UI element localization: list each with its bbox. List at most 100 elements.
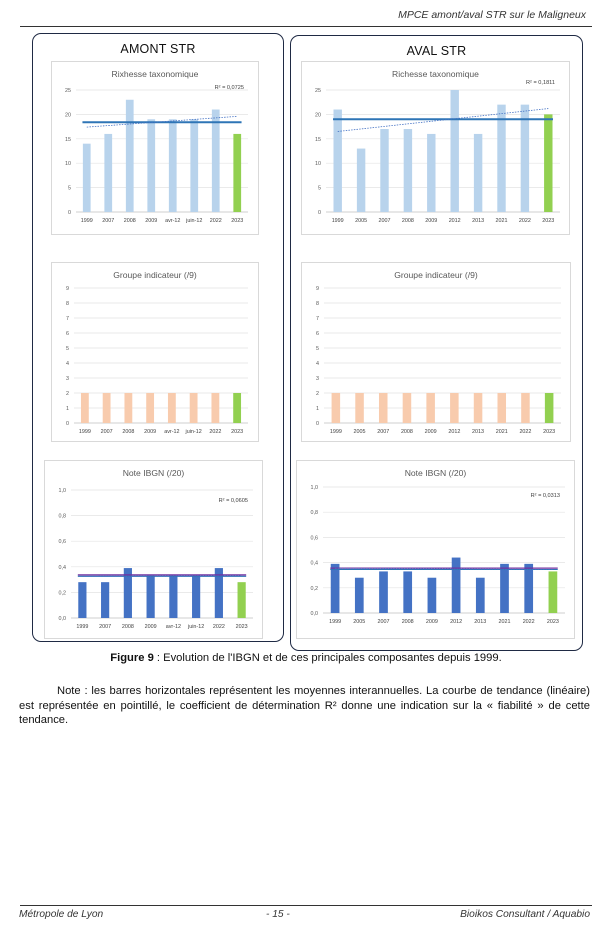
bar <box>331 393 341 423</box>
bar <box>125 99 134 212</box>
y-tick-label: 10 <box>65 161 71 167</box>
y-tick-label: 9 <box>316 286 319 292</box>
figure-caption-label: Figure 9 <box>110 652 154 664</box>
bar <box>427 133 436 212</box>
x-tick-label: 2005 <box>353 619 365 625</box>
y-tick-label: 25 <box>315 88 321 94</box>
x-tick-label: 2023 <box>231 429 243 435</box>
x-tick-label: 2023 <box>542 218 554 224</box>
x-tick-label: 1999 <box>76 624 88 630</box>
footer-rule <box>20 905 592 906</box>
bar <box>101 582 110 618</box>
chart-title: Groupe indicateur (/9) <box>113 270 197 280</box>
y-tick-label: 0,4 <box>311 561 319 567</box>
x-tick-label: 2012 <box>448 429 460 435</box>
bar <box>402 393 412 423</box>
x-tick-label: 2009 <box>426 619 438 625</box>
panel-title-aval: AVAL STR <box>406 44 467 58</box>
y-tick-label: 4 <box>66 361 69 367</box>
bar <box>544 114 553 212</box>
footer-left: Métropole de Lyon <box>19 909 104 920</box>
r2-label: R² = 0,0605 <box>218 498 248 504</box>
chart-plot: 0 1 2 3 4 5 6 7 8 9 1999 2005 2007 2008 2009 2012 2013 20… <box>316 286 561 435</box>
chart-plot: 0 5 10 15 20 25 1999 2007 2008 2009 avr-12 juin-12 2… <box>65 88 248 224</box>
bar <box>80 393 89 423</box>
y-tick-label: 0,4 <box>59 565 67 571</box>
y-tick-label: 5 <box>316 346 319 352</box>
bar <box>146 575 155 618</box>
bar <box>333 109 342 212</box>
y-tick-label: 15 <box>65 137 71 143</box>
bar <box>146 393 155 423</box>
bar <box>426 393 435 423</box>
figure-caption: Figure 9 : Evolution de l'IBGN et de ces… <box>0 652 612 664</box>
chart-plot: 0,0 0,2 0,4 0,6 0,8 1,0 1999 2005 2007 2008 2009 20… <box>311 485 565 625</box>
bar <box>380 129 389 212</box>
bar <box>473 393 483 423</box>
bar <box>190 119 199 212</box>
y-tick-label: 3 <box>66 376 69 382</box>
x-tick-label: 1999 <box>330 429 342 435</box>
y-tick-label: 7 <box>66 316 69 322</box>
panel-title-amont: AMONT STR <box>120 42 196 56</box>
x-tick-label: 2007 <box>101 429 113 435</box>
trend-line <box>335 567 553 570</box>
r2-label: R² = 0,0725 <box>214 85 244 91</box>
x-tick-label: 1999 <box>81 218 93 224</box>
bar <box>521 393 530 423</box>
y-tick-label: 25 <box>65 88 71 94</box>
trend-line <box>337 108 549 132</box>
y-tick-label: 5 <box>66 346 69 352</box>
bar <box>189 393 198 423</box>
bar <box>78 582 87 618</box>
x-tick-label: juin-12 <box>185 429 202 435</box>
chart-plot: 0 5 10 15 20 25 1999 2005 2007 2008 2009 2012 2013 20… <box>315 88 560 224</box>
chart-title: Note IBGN (/20) <box>122 468 185 478</box>
bar <box>520 104 530 212</box>
chart-richesse-aval: 0 5 10 15 20 25 1999 2005 2007 2008 2009 2012 2013 20… <box>301 61 570 235</box>
y-tick-label: 0,6 <box>311 535 319 541</box>
y-tick-label: 5 <box>68 186 71 192</box>
bar <box>169 575 178 618</box>
bar <box>192 575 201 618</box>
x-tick-label: juin-12 <box>187 624 204 630</box>
x-tick-label: avr-12 <box>164 429 179 435</box>
x-tick-label: 2022 <box>519 218 531 224</box>
y-tick-label: 0 <box>318 210 321 216</box>
bar <box>475 577 485 613</box>
y-tick-label: 9 <box>66 286 69 292</box>
footer-page-number: - 15 - <box>266 909 290 920</box>
x-tick-label: 2008 <box>402 619 414 625</box>
chart-title: Rixhesse taxonomique <box>111 69 199 79</box>
y-tick-label: 0 <box>316 421 319 427</box>
bar <box>237 582 246 618</box>
y-tick-label: 2 <box>316 391 319 397</box>
y-tick-label: 0,2 <box>311 586 319 592</box>
x-tick-label: 2007 <box>99 624 111 630</box>
header-rule <box>20 26 592 27</box>
y-tick-label: 0,6 <box>59 539 67 545</box>
bar <box>497 104 506 212</box>
x-tick-label: 2012 <box>450 619 462 625</box>
y-tick-label: 8 <box>316 301 319 307</box>
bar <box>211 109 220 212</box>
x-tick-label: 2013 <box>474 619 486 625</box>
note-paragraph: Note : les barres horizontales représent… <box>19 685 590 726</box>
x-tick-label: 2022 <box>523 619 535 625</box>
bar <box>233 393 242 423</box>
bar <box>124 393 133 423</box>
bar <box>330 563 340 613</box>
x-tick-label: 2023 <box>236 624 248 630</box>
trend-line <box>86 115 238 128</box>
chart-plot: 0 1 2 3 4 5 6 7 8 9 1999 2007 2008 2009 avr-12 juin-12 2… <box>66 286 248 435</box>
y-tick-label: 1 <box>316 406 319 412</box>
bar <box>473 133 483 212</box>
y-tick-label: 0,8 <box>311 510 319 516</box>
x-tick-label: 2008 <box>401 429 413 435</box>
x-tick-label: 2005 <box>355 218 367 224</box>
y-tick-label: 0,2 <box>59 590 67 596</box>
x-tick-label: 2023 <box>547 619 559 625</box>
bar <box>354 577 364 613</box>
y-tick-label: 7 <box>316 316 319 322</box>
y-tick-label: 1,0 <box>59 488 67 494</box>
